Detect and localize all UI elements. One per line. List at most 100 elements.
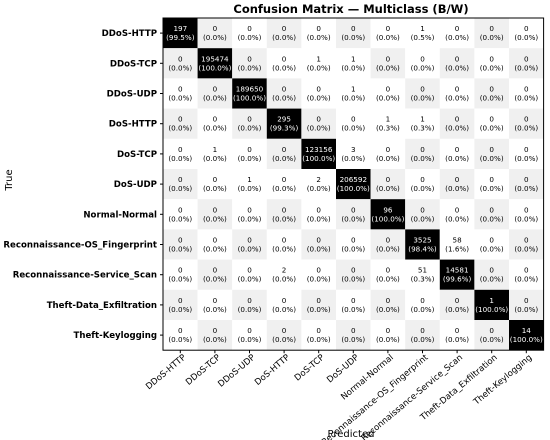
cell-percent-10-10: (100.0%) bbox=[510, 335, 543, 344]
cell-percent-3-3: (99.3%) bbox=[270, 124, 299, 133]
cell-percent-1-9: (0.0%) bbox=[480, 63, 504, 72]
cell-6-3 bbox=[266, 199, 302, 230]
cell-count-6-5: 0 bbox=[351, 205, 356, 214]
cell-percent-6-4: (0.0%) bbox=[307, 214, 331, 223]
cell-count-10-9: 0 bbox=[489, 326, 494, 335]
x-label-dos-tcp: DoS-TCP bbox=[293, 353, 327, 384]
cell-count-7-10: 0 bbox=[524, 236, 529, 245]
cell-count-4-5: 3 bbox=[351, 145, 356, 154]
cell-count-10-7: 0 bbox=[420, 326, 425, 335]
cell-2-10 bbox=[509, 78, 544, 109]
cell-count-8-4: 0 bbox=[316, 266, 321, 275]
cell-2-5 bbox=[336, 78, 371, 109]
cell-percent-9-9: (100.0%) bbox=[475, 305, 508, 314]
cell-4-0 bbox=[163, 138, 198, 169]
cell-percent-6-5: (0.0%) bbox=[341, 214, 365, 223]
cell-count-4-0: 0 bbox=[178, 145, 183, 154]
cell-percent-1-5: (0.0%) bbox=[341, 63, 365, 72]
cell-count-8-2: 0 bbox=[247, 266, 252, 275]
cell-7-2 bbox=[232, 229, 267, 260]
cell-6-10 bbox=[509, 199, 544, 230]
x-label-theft-keylogging: Theft-Keylogging bbox=[471, 353, 534, 408]
cell-percent-10-8: (0.0%) bbox=[445, 335, 469, 344]
cell-percent-10-5: (0.0%) bbox=[341, 335, 365, 344]
cell-6-9 bbox=[474, 199, 509, 230]
cell-percent-10-0: (0.0%) bbox=[168, 335, 192, 344]
cell-percent-0-7: (0.5%) bbox=[411, 33, 435, 42]
cell-count-2-7: 0 bbox=[420, 85, 425, 94]
cell-1-2 bbox=[232, 48, 267, 79]
cell-10-2 bbox=[232, 320, 267, 351]
cell-count-7-3: 0 bbox=[282, 236, 287, 245]
cell-percent-4-0: (0.0%) bbox=[168, 154, 192, 163]
cell-2-7 bbox=[405, 78, 440, 109]
cell-percent-10-2: (0.0%) bbox=[238, 335, 262, 344]
cell-count-6-7: 0 bbox=[420, 205, 425, 214]
cell-7-4 bbox=[301, 229, 336, 260]
cell-percent-10-1: (0.0%) bbox=[203, 335, 227, 344]
cell-5-0 bbox=[163, 169, 198, 200]
y-label-reconnaissance-service-scan: Reconnaissance-Service_Scan bbox=[13, 271, 157, 281]
cell-percent-0-1: (0.0%) bbox=[203, 33, 227, 42]
cell-percent-9-8: (0.0%) bbox=[445, 305, 469, 314]
cell-count-4-2: 0 bbox=[247, 145, 252, 154]
cell-8-0 bbox=[163, 259, 198, 290]
cell-0-1 bbox=[197, 18, 233, 49]
y-label-dos-http: DoS-HTTP bbox=[109, 120, 157, 130]
cell-count-4-9: 0 bbox=[489, 145, 494, 154]
cell-percent-4-10: (0.0%) bbox=[514, 154, 538, 163]
cell-percent-7-6: (0.0%) bbox=[376, 245, 400, 254]
cell-percent-1-10: (0.0%) bbox=[514, 63, 538, 72]
cell-percent-4-7: (0.0%) bbox=[411, 154, 435, 163]
cell-4-3 bbox=[266, 138, 302, 169]
cell-percent-9-5: (0.0%) bbox=[341, 305, 365, 314]
cell-6-4 bbox=[301, 199, 336, 230]
cell-count-7-2: 0 bbox=[247, 236, 252, 245]
cell-count-9-1: 0 bbox=[213, 296, 218, 305]
cell-8-1 bbox=[197, 259, 233, 290]
cell-percent-9-6: (0.0%) bbox=[376, 305, 400, 314]
cell-10-9 bbox=[474, 320, 509, 351]
cell-count-10-0: 0 bbox=[178, 326, 183, 335]
cell-count-10-10: 14 bbox=[522, 326, 532, 335]
cell-count-8-8: 14581 bbox=[446, 266, 469, 275]
cell-0-3 bbox=[266, 18, 302, 49]
cell-9-7 bbox=[405, 289, 440, 320]
cell-4-4 bbox=[301, 138, 336, 169]
cell-count-5-3: 0 bbox=[282, 175, 287, 184]
cell-count-1-6: 0 bbox=[386, 54, 391, 63]
cell-percent-4-1: (0.0%) bbox=[203, 154, 227, 163]
cell-count-3-7: 1 bbox=[420, 115, 425, 124]
cell-count-4-10: 0 bbox=[524, 145, 529, 154]
cell-percent-10-7: (0.0%) bbox=[411, 335, 435, 344]
cell-count-8-9: 0 bbox=[489, 266, 494, 275]
cell-count-8-0: 0 bbox=[178, 266, 183, 275]
y-label-ddos-udp: DDoS-UDP bbox=[107, 90, 157, 100]
cell-count-0-10: 0 bbox=[524, 24, 529, 33]
cell-percent-4-4: (100.0%) bbox=[302, 154, 335, 163]
cell-percent-5-6: (0.0%) bbox=[376, 184, 400, 193]
cell-count-7-6: 0 bbox=[386, 236, 391, 245]
cell-count-10-6: 0 bbox=[386, 326, 391, 335]
cell-percent-2-1: (0.0%) bbox=[203, 94, 227, 103]
cell-count-2-1: 0 bbox=[213, 85, 218, 94]
cell-count-7-1: 0 bbox=[213, 236, 218, 245]
cell-count-3-9: 0 bbox=[489, 115, 494, 124]
cell-percent-6-6: (100.0%) bbox=[371, 214, 404, 223]
cell-9-8 bbox=[439, 289, 475, 320]
cell-percent-10-4: (0.0%) bbox=[307, 335, 331, 344]
cell-percent-3-1: (0.0%) bbox=[203, 124, 227, 133]
cell-count-5-5: 206592 bbox=[340, 175, 367, 184]
cell-count-9-7: 0 bbox=[420, 296, 425, 305]
cell-count-9-8: 0 bbox=[455, 296, 460, 305]
cell-count-5-9: 0 bbox=[489, 175, 494, 184]
cell-percent-6-8: (0.0%) bbox=[445, 214, 469, 223]
cell-count-6-2: 0 bbox=[247, 205, 252, 214]
cell-percent-7-5: (0.0%) bbox=[341, 245, 365, 254]
matrix-cells: 197(99.5%)0(0.0%)0(0.0%)0(0.0%)0(0.0%)0(… bbox=[162, 17, 545, 351]
cell-0-2 bbox=[232, 18, 267, 49]
cell-8-7 bbox=[405, 259, 440, 290]
cell-count-9-0: 0 bbox=[178, 296, 183, 305]
cell-count-2-2: 189650 bbox=[236, 85, 264, 94]
cell-7-1 bbox=[197, 229, 233, 260]
